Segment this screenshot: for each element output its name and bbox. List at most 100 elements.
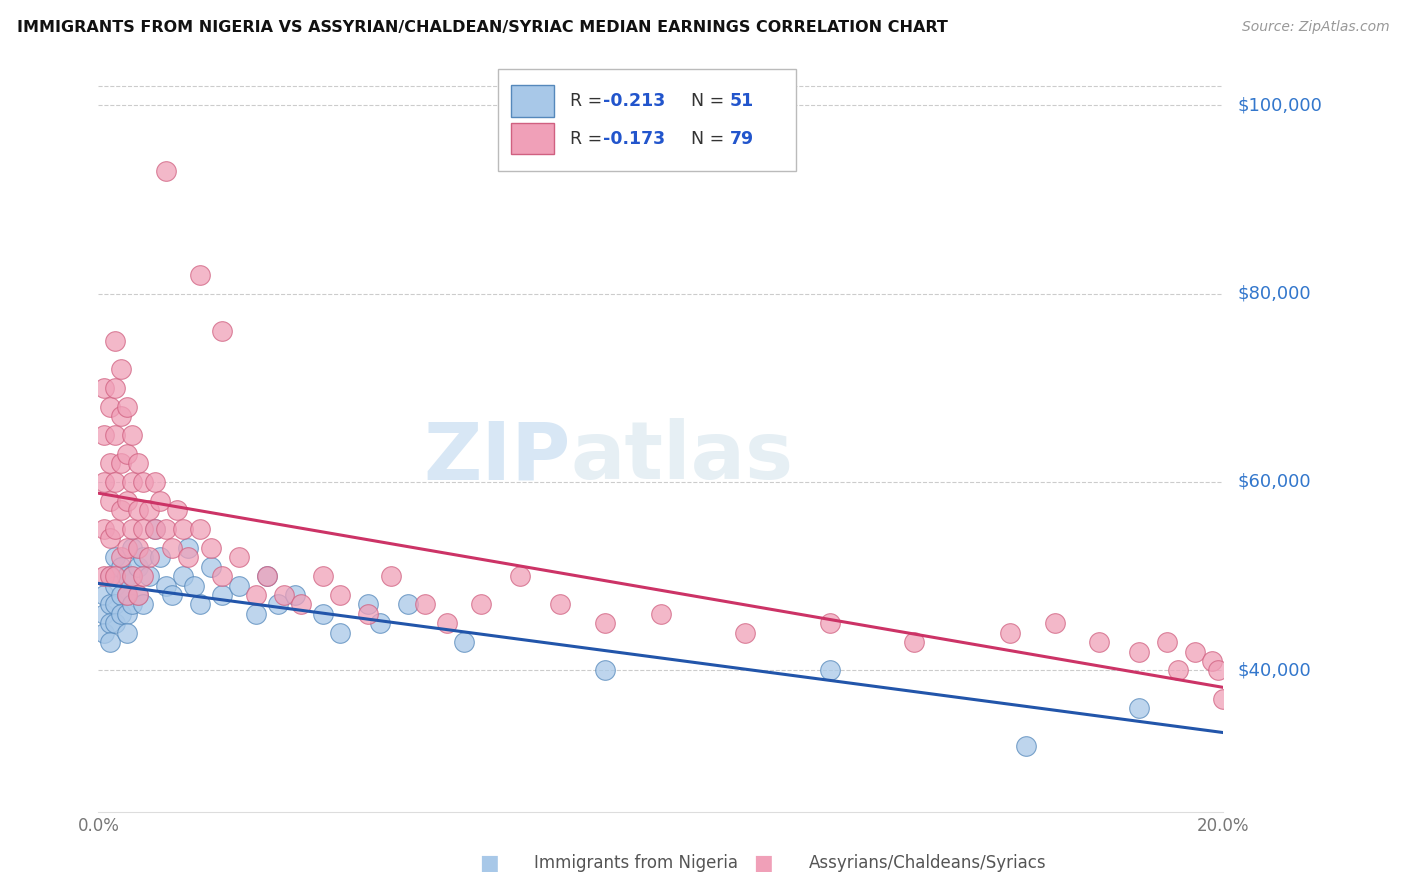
Point [98, 532, 121, 546]
Point [121, 598, 143, 612]
Point [160, 541, 183, 555]
Point [548, 598, 571, 612]
Text: Assyrians/Chaldeans/Syriacs: Assyrians/Chaldeans/Syriacs [808, 854, 1046, 871]
Point [1201, 654, 1223, 668]
Point [177, 541, 200, 555]
Point [998, 625, 1021, 640]
Point [188, 522, 211, 536]
Point [245, 588, 267, 602]
Point [104, 428, 127, 442]
Point [413, 598, 436, 612]
Point [211, 588, 233, 602]
Point [104, 522, 127, 536]
Text: ■: ■ [754, 853, 773, 872]
Point [183, 579, 205, 593]
Text: ZIP: ZIP [423, 418, 571, 497]
Point [104, 579, 127, 593]
Point [115, 588, 138, 602]
Point [380, 569, 402, 583]
Point [200, 559, 222, 574]
Text: ■: ■ [479, 853, 499, 872]
Point [93, 522, 115, 536]
Point [818, 664, 841, 678]
Point [160, 588, 183, 602]
Point [110, 607, 132, 621]
Text: -0.213: -0.213 [603, 92, 665, 110]
Point [267, 598, 290, 612]
Point [470, 598, 492, 612]
Point [245, 607, 267, 621]
Point [98, 569, 121, 583]
Point [290, 598, 312, 612]
Point [1015, 739, 1038, 753]
Point [211, 569, 233, 583]
Point [121, 569, 143, 583]
Text: N =: N = [681, 129, 730, 148]
Text: $80,000: $80,000 [1237, 285, 1310, 302]
Point [98, 400, 121, 414]
Point [256, 569, 278, 583]
Bar [512, 85, 554, 117]
Point [149, 550, 172, 565]
Point [1088, 635, 1111, 649]
Point [188, 268, 211, 282]
Point [110, 503, 132, 517]
Bar [512, 123, 554, 154]
Point [453, 635, 475, 649]
Point [104, 334, 127, 348]
Point [143, 522, 166, 536]
Point [121, 475, 143, 489]
Point [1128, 701, 1150, 715]
Point [200, 541, 222, 555]
Point [127, 559, 149, 574]
Point [1212, 691, 1234, 706]
Text: $100,000: $100,000 [1237, 96, 1322, 114]
Point [121, 522, 143, 536]
Point [329, 588, 352, 602]
Point [98, 456, 121, 470]
Point [98, 598, 121, 612]
Point [110, 456, 132, 470]
Text: $40,000: $40,000 [1237, 661, 1310, 680]
Point [104, 475, 127, 489]
Point [98, 493, 121, 508]
Point [93, 588, 115, 602]
Point [93, 428, 115, 442]
Point [115, 447, 138, 461]
Point [593, 664, 616, 678]
Point [93, 625, 115, 640]
Text: N =: N = [681, 92, 730, 110]
Point [172, 569, 194, 583]
Point [132, 569, 155, 583]
Point [127, 456, 149, 470]
Point [132, 522, 155, 536]
Point [138, 569, 160, 583]
Point [1043, 616, 1066, 631]
Point [143, 475, 166, 489]
Text: 51: 51 [730, 92, 754, 110]
Text: Source: ZipAtlas.com: Source: ZipAtlas.com [1241, 20, 1389, 34]
Point [1184, 644, 1206, 658]
Point [104, 569, 127, 583]
Point [115, 541, 138, 555]
Point [115, 588, 138, 602]
Point [593, 616, 616, 631]
Point [121, 569, 143, 583]
Point [110, 362, 132, 376]
Point [115, 569, 138, 583]
Text: Immigrants from Nigeria: Immigrants from Nigeria [534, 854, 738, 871]
Point [188, 598, 211, 612]
Point [138, 550, 160, 565]
Point [357, 598, 380, 612]
Text: $60,000: $60,000 [1237, 473, 1310, 491]
Point [127, 541, 149, 555]
Bar [498, 70, 796, 171]
Point [166, 503, 188, 517]
Point [177, 550, 200, 565]
Point [104, 381, 127, 395]
Point [93, 569, 115, 583]
Point [110, 559, 132, 574]
Point [155, 164, 177, 178]
Point [396, 598, 419, 612]
Point [312, 569, 335, 583]
